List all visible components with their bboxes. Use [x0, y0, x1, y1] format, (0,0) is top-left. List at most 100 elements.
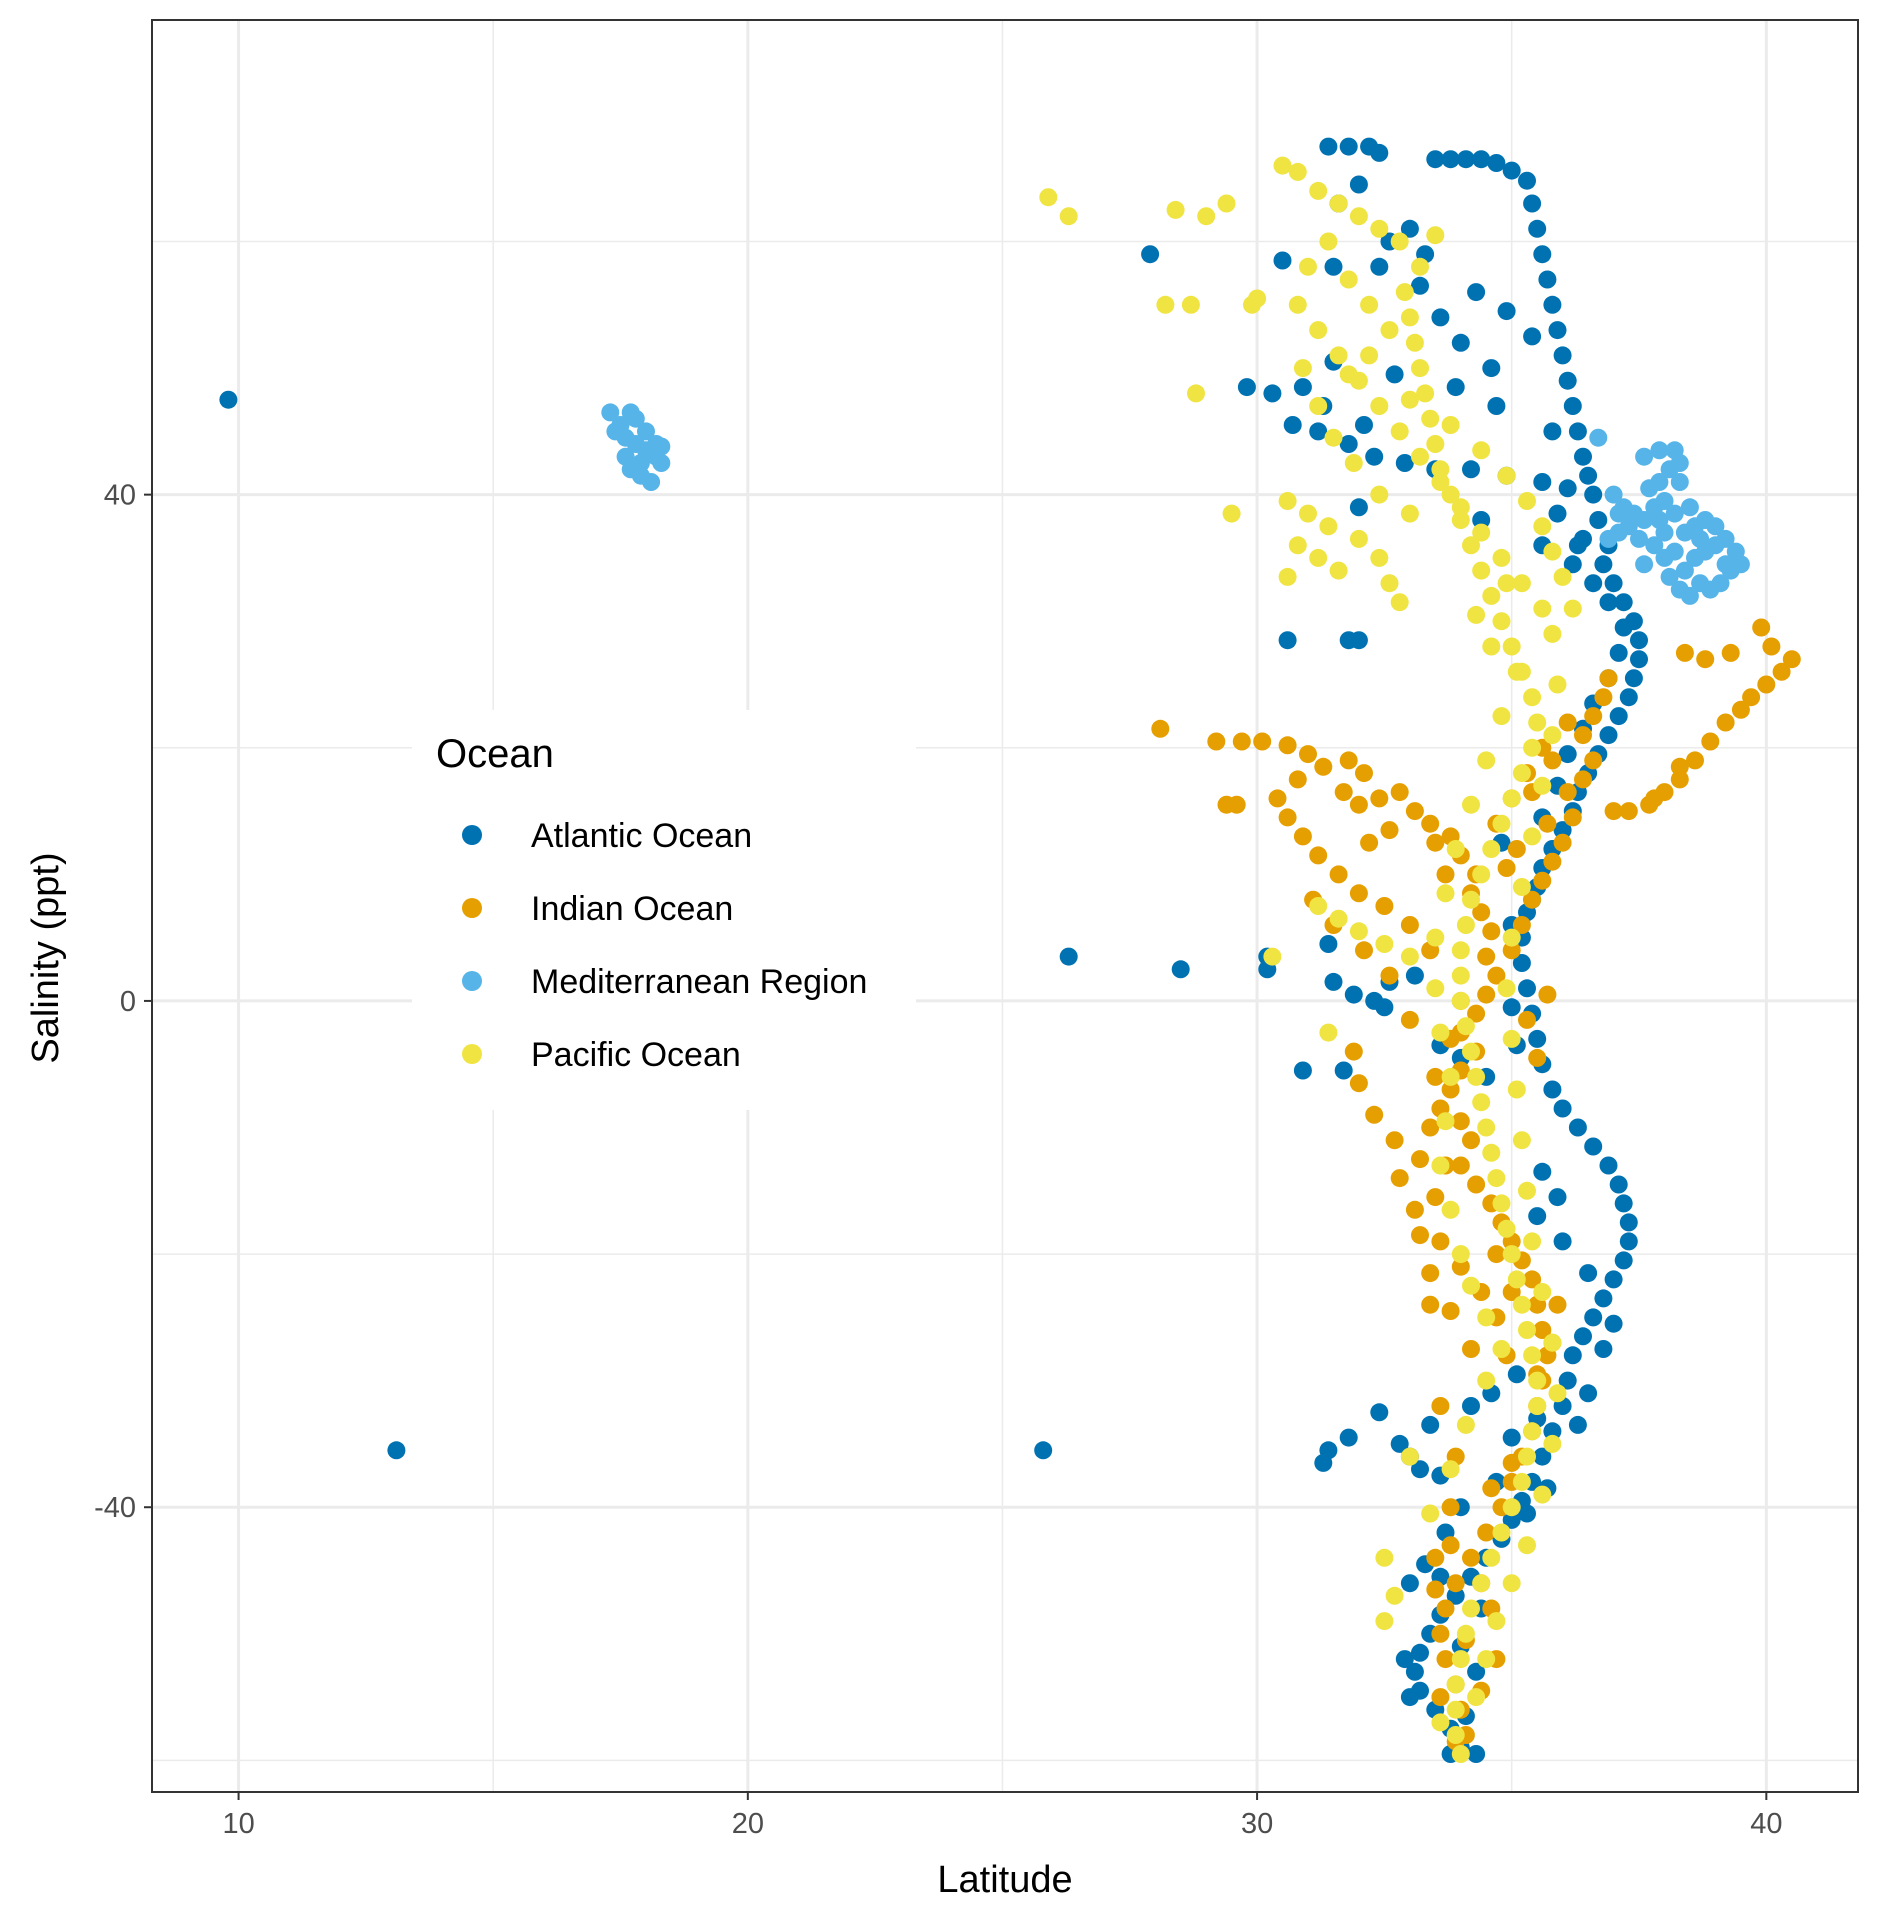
data-point: [1487, 1245, 1506, 1264]
data-point: [1762, 637, 1781, 656]
legend-label: Indian Ocean: [531, 890, 733, 928]
data-point: [1462, 1599, 1480, 1618]
axis-ticks: 10 20 30 40 -40 0 40: [94, 480, 1782, 1840]
data-point: [1217, 194, 1236, 213]
data-point: [1405, 966, 1424, 985]
data-point: [1288, 295, 1307, 314]
data-point: [1543, 295, 1562, 314]
data-point: [1446, 1574, 1465, 1593]
data-point: [1451, 966, 1470, 985]
data-point: [1446, 1675, 1465, 1694]
data-point: [1518, 1447, 1536, 1466]
data-point: [1635, 447, 1654, 466]
data-point: [1411, 257, 1429, 276]
data-point: [1431, 473, 1450, 491]
data-point: [1411, 447, 1429, 466]
data-point: [1309, 422, 1328, 441]
data-point: [1543, 1422, 1562, 1441]
data-point: [387, 1441, 406, 1460]
data-point: [1344, 1042, 1363, 1061]
data-point: [1543, 1434, 1562, 1453]
data-point: [1579, 1264, 1598, 1283]
data-point: [1472, 150, 1491, 169]
data-point: [1538, 270, 1557, 289]
data-point: [652, 437, 671, 456]
data-point: [1487, 154, 1506, 172]
legend-label: Mediterranean Region: [531, 963, 867, 1001]
data-point: [1563, 808, 1582, 827]
data-point: [1375, 1612, 1394, 1631]
data-point: [1390, 1169, 1409, 1188]
data-point: [1400, 219, 1419, 238]
data-point: [1263, 384, 1282, 403]
data-point: [1385, 365, 1404, 384]
data-point: [1349, 922, 1368, 941]
data-point: [1411, 1150, 1429, 1169]
data-point: [1523, 1422, 1542, 1441]
data-point: [1558, 783, 1577, 802]
data-point: [1619, 688, 1638, 707]
data-point: [1512, 1295, 1531, 1314]
data-point: [1441, 1080, 1460, 1099]
data-point: [1334, 1061, 1353, 1080]
data-point: [1533, 1321, 1552, 1339]
data-point: [1421, 1264, 1440, 1283]
data-point: [1650, 511, 1669, 529]
data-point: [1467, 605, 1486, 624]
x-axis-title: Latitude: [937, 1859, 1072, 1901]
data-point: [1273, 156, 1292, 175]
data-point: [1451, 1156, 1470, 1175]
data-point: [1502, 1574, 1521, 1593]
data-point: [1665, 542, 1684, 561]
data-point: [1344, 454, 1363, 472]
data-point: [1497, 466, 1516, 485]
data-point: [1482, 1548, 1501, 1567]
data-point: [1574, 447, 1592, 466]
data-point: [1568, 1118, 1587, 1137]
data-point: [1283, 416, 1302, 434]
data-point: [1309, 846, 1328, 865]
data-point: [1380, 574, 1399, 593]
data-point: [1543, 726, 1562, 745]
data-point: [1462, 1548, 1480, 1567]
data-point: [1523, 827, 1542, 846]
data-point: [1502, 161, 1521, 180]
legend-item: Indian Ocean: [462, 890, 733, 928]
data-point: [1528, 1371, 1547, 1390]
data-point: [1599, 529, 1618, 548]
data-point: [1558, 745, 1577, 764]
data-point: [1059, 947, 1078, 966]
data-point: [1543, 422, 1562, 441]
data-point: [1416, 384, 1435, 403]
y-axis-title: Salinity (ppt): [25, 852, 67, 1063]
data-point: [1278, 736, 1297, 755]
data-point: [1462, 1042, 1480, 1061]
data-point: [1619, 802, 1638, 821]
data-point: [1349, 175, 1368, 194]
data-point: [1742, 688, 1761, 707]
data-point: [1584, 707, 1603, 726]
data-point: [1268, 789, 1287, 808]
data-point: [1512, 1131, 1531, 1150]
data-point: [1426, 928, 1445, 947]
data-point: [1477, 1523, 1496, 1542]
data-point: [1497, 1219, 1516, 1238]
data-point: [1716, 555, 1735, 574]
data-point: [1380, 321, 1399, 340]
data-point: [1492, 814, 1511, 833]
data-point: [1533, 1283, 1552, 1301]
data-point: [1421, 1118, 1440, 1137]
data-point: [1660, 567, 1679, 586]
data-point: [1594, 1340, 1613, 1358]
data-point: [1187, 384, 1205, 403]
data-point: [1411, 1643, 1429, 1662]
data-point: [1426, 150, 1445, 169]
data-point: [1339, 751, 1358, 770]
data-point: [1691, 529, 1710, 548]
data-point: [1563, 599, 1582, 618]
data-point: [1523, 738, 1542, 757]
data-point: [1701, 732, 1720, 751]
data-point: [1426, 435, 1445, 453]
data-point: [1293, 359, 1312, 378]
